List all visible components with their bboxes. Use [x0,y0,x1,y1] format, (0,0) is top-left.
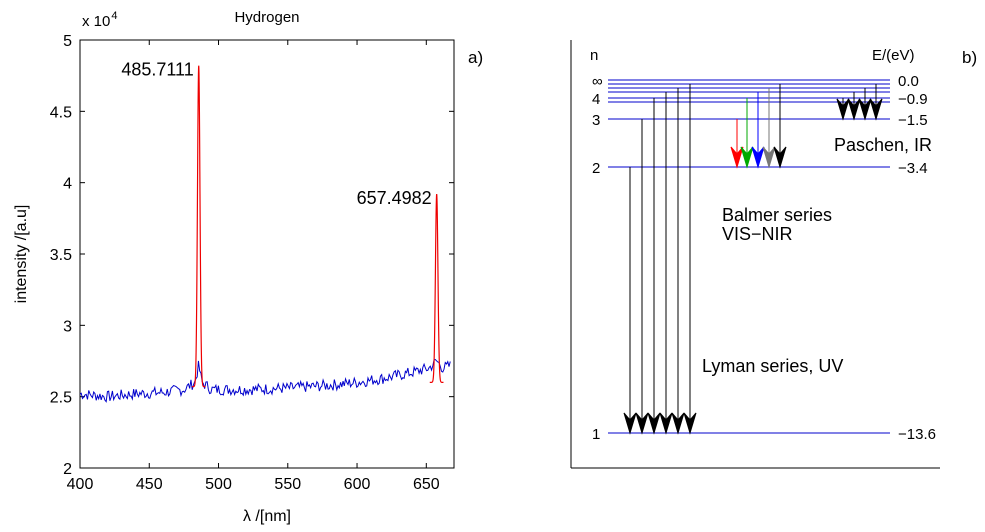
paschen-arrow-1 [836,98,850,121]
x-tick-label: 600 [344,476,371,493]
x-tick-label: 400 [67,476,94,493]
balmer-arrow-1 [730,119,744,169]
balmer-arrow-5 [773,84,787,169]
peak-label-1: 485.7111 [121,60,193,80]
paschen-arrow-4 [869,84,883,121]
paschen-arrow-2 [847,92,861,121]
fitted-peak-1 [191,65,206,388]
energy-levels: ∞ 0.0 4 −0.9 3 −1.5 2 −3.4 1 −13.6 [592,73,936,443]
balmer-label-line1: Balmer series [722,205,832,225]
spectrum-series [79,65,451,403]
lyman-arrow-5 [671,88,685,435]
paschen-arrow-3 [858,88,872,121]
x-tick-label: 650 [413,476,440,493]
energy-panel-label: b) [962,48,977,67]
lyman-label: Lyman series, UV [702,356,843,376]
spectrum-peak-labels: 485.7111 657.4982 [121,60,431,208]
y-tick-label: 2.5 [50,390,72,407]
lyman-arrow-1 [623,167,637,435]
spectrum-title: Hydrogen [234,9,299,26]
spectrum-y-axis-label: intensity /[a.u] [13,205,30,304]
y-tick-label: 5 [63,33,72,50]
level-n-label: 3 [592,112,600,129]
paschen-label: Paschen, IR [834,135,932,155]
spectrum-panel: 400 450 500 550 600 650 2 2.5 3 3.5 4 4.5 5 485.7111… [13,9,483,525]
lyman-arrow-2 [635,119,649,435]
energy-level-panel: b) n E/(eV) ∞ 0.0 4 −0.9 3 −1.5 2 −3.4 1 −13.6 Pa… [570,40,977,469]
spectrum-ticks: 400 450 500 550 600 650 2 2.5 3 3.5 4 4.5 5 [50,33,454,493]
balmer-label-line2: VIS−NIR [722,224,793,244]
y-multiplier-base: x 10 [82,13,110,30]
n-column-header: n [590,47,598,64]
level-energy-label: −3.4 [898,160,928,177]
fitted-peak-2 [429,194,444,383]
measured-spectrum-line [79,358,451,403]
y-tick-label: 4 [63,176,72,193]
y-multiplier-exponent: 4 [111,10,117,22]
level-n-label: 1 [592,426,600,443]
level-energy-label: −1.5 [898,112,928,129]
energy-column-header: E/(eV) [872,47,915,64]
level-n-label: ∞ [592,73,603,90]
spectrum-panel-label: a) [468,48,483,67]
balmer-arrow-3 [751,92,765,169]
transitions [623,84,883,435]
level-energy-label: −13.6 [898,426,936,443]
level-n-label: 4 [592,91,600,108]
level-energy-label: 0.0 [898,73,919,90]
x-tick-label: 500 [205,476,232,493]
level-n-label: 2 [592,160,600,177]
y-tick-label: 2 [63,461,72,478]
level-energy-label: −0.9 [898,91,928,108]
y-tick-label: 4.5 [50,104,72,121]
spectrum-x-axis-label: λ /[nm] [243,508,291,525]
lyman-arrow-4 [659,92,673,435]
y-tick-label: 3.5 [50,247,72,264]
balmer-arrow-2 [740,98,754,169]
lyman-arrow-3 [647,98,661,435]
lyman-arrow-6 [683,84,697,435]
y-multiplier: x 104 [82,10,117,30]
peak-label-2: 657.4982 [357,188,432,208]
x-tick-label: 550 [274,476,301,493]
y-tick-label: 3 [63,318,72,335]
x-tick-label: 450 [136,476,163,493]
spectrum-plot-frame [79,39,455,469]
balmer-arrow-4 [762,88,776,169]
